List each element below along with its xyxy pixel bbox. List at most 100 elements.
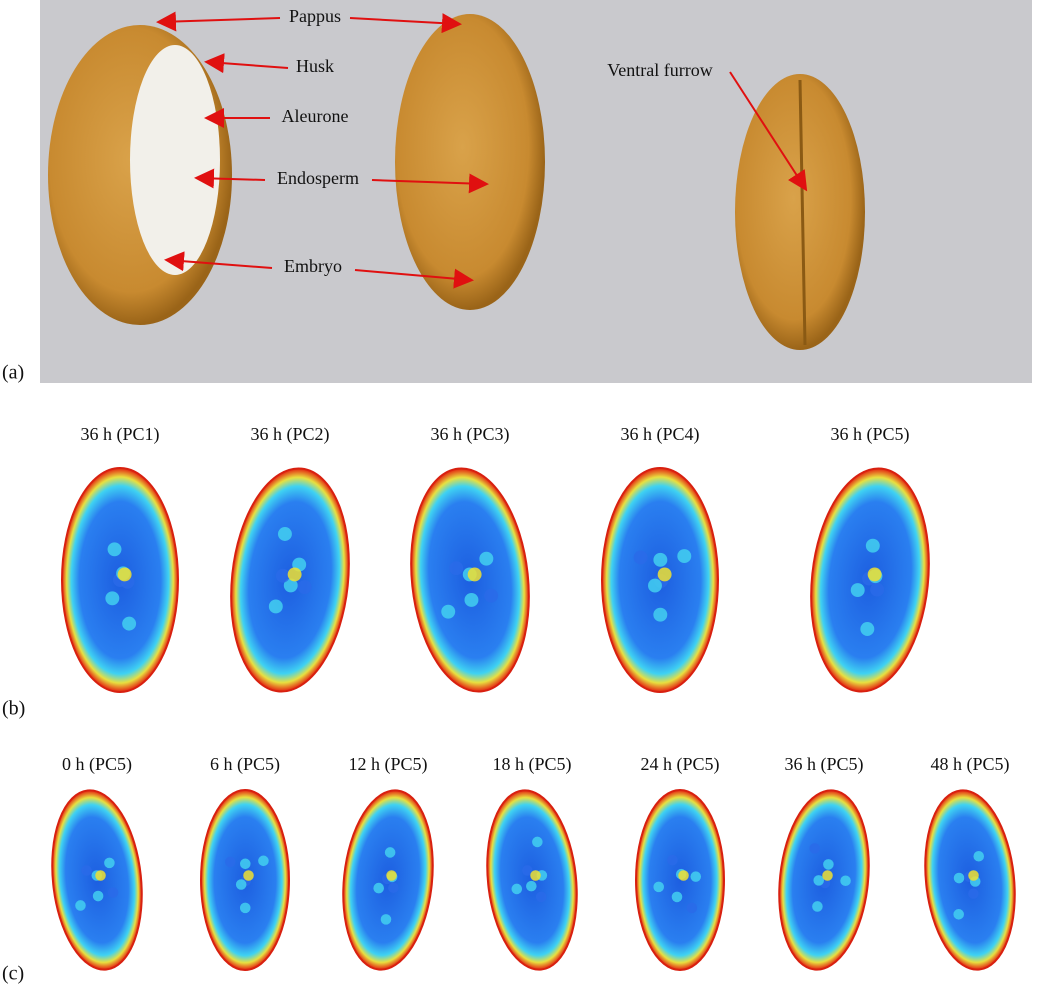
annotation-label: Aleurone xyxy=(282,106,349,126)
panel-label: (c) xyxy=(2,963,24,985)
heatmap-grain xyxy=(486,789,578,971)
heatmap-spot xyxy=(535,891,547,903)
annotation-label: Pappus xyxy=(289,6,341,26)
heatmap-spot xyxy=(870,582,885,597)
annotation-label: Endosperm xyxy=(277,168,359,188)
heatmap-spot xyxy=(653,607,668,622)
heatmap-spot xyxy=(275,568,290,583)
heatmap-spot xyxy=(671,891,683,903)
heatmap-spot xyxy=(968,888,979,899)
heatmap-spot xyxy=(484,588,499,603)
heatmap-hotspot xyxy=(968,870,979,881)
annotation-label: Husk xyxy=(296,56,334,76)
heatmap-spot xyxy=(105,591,120,606)
heatmap-spot xyxy=(532,836,543,848)
heatmap-hotspot xyxy=(386,870,397,881)
grain-dorsal xyxy=(395,14,545,310)
heatmap-spot xyxy=(464,593,479,607)
heatmap-spot xyxy=(850,583,865,598)
heatmap-title: 18 h (PC5) xyxy=(492,754,571,775)
annotation-arrow xyxy=(204,53,289,74)
heatmap-spot xyxy=(449,561,464,576)
heatmap-spot xyxy=(648,578,662,593)
heatmap-spot xyxy=(840,875,851,887)
heatmap-spot xyxy=(107,542,122,557)
heatmap-spot xyxy=(388,882,399,894)
heatmap-spot xyxy=(441,604,456,619)
heatmap-spot xyxy=(653,881,664,893)
annotation-arrow xyxy=(194,168,266,189)
heatmap-spot xyxy=(953,909,964,920)
heatmap-title: 36 h (PC3) xyxy=(430,424,509,445)
heatmap-spot xyxy=(812,901,823,912)
heatmap-spot xyxy=(667,854,678,866)
heatmap-spot xyxy=(283,578,298,593)
annotation-arrow xyxy=(729,71,808,192)
heatmap-spot xyxy=(653,552,668,567)
heatmap-spot xyxy=(239,902,251,914)
heatmap-hotspot xyxy=(678,870,689,881)
heatmap-spot xyxy=(380,914,392,925)
heatmap-spot xyxy=(953,872,965,884)
heatmap-spot xyxy=(860,622,875,636)
annotation-arrow xyxy=(354,268,474,289)
heatmap-spot xyxy=(258,855,269,867)
heatmap-title: 0 h (PC5) xyxy=(62,754,132,775)
heatmap-spot xyxy=(268,599,283,614)
heatmap-title: 36 h (PC5) xyxy=(830,424,909,445)
heatmap-spot xyxy=(81,865,92,876)
heatmap-spot xyxy=(373,882,384,894)
heatmap-hotspot xyxy=(822,870,833,881)
heatmap-spot xyxy=(813,875,825,886)
heatmap-spot xyxy=(384,847,396,858)
grain-ventral xyxy=(735,74,865,350)
heatmap-spot xyxy=(297,580,312,595)
annotation-arrow xyxy=(164,251,273,272)
heatmap-hotspot xyxy=(657,567,672,582)
heatmap-hotspot xyxy=(867,567,882,582)
heatmap-spot xyxy=(239,858,251,870)
endosperm-white xyxy=(130,45,220,275)
heatmap-hotspot xyxy=(287,567,302,582)
heatmap-title: 6 h (PC5) xyxy=(210,754,280,775)
heatmap-title: 36 h (PC1) xyxy=(80,424,159,445)
annotation-arrow xyxy=(349,13,462,34)
heatmap-spot xyxy=(686,902,698,914)
heatmap-spot xyxy=(973,851,985,862)
heatmap-hotspot xyxy=(117,567,132,582)
heatmap-spot xyxy=(92,890,104,902)
heatmap-hotspot xyxy=(530,870,541,881)
heatmap-spot xyxy=(865,538,880,553)
annotation-arrow xyxy=(371,173,489,194)
heatmap-title: 24 h (PC5) xyxy=(640,754,719,775)
heatmap-spot xyxy=(479,551,494,566)
heatmap-spot xyxy=(122,616,137,631)
heatmap-hotspot xyxy=(243,870,254,881)
heatmap-spot xyxy=(75,900,86,911)
heatmap-spot xyxy=(809,843,820,854)
heatmap-grain xyxy=(635,789,725,971)
heatmap-spot xyxy=(522,865,533,876)
heatmap-spot xyxy=(677,549,692,564)
heatmap-spot xyxy=(235,879,247,890)
heatmap-spot xyxy=(690,871,702,882)
heatmap-title: 36 h (PC4) xyxy=(620,424,699,445)
panel-label: (a) xyxy=(2,362,24,384)
heatmap-title: 48 h (PC5) xyxy=(930,754,1009,775)
heatmap-spot xyxy=(225,856,236,868)
annotation-label: Ventral furrow xyxy=(607,60,712,80)
heatmap-title: 36 h (PC2) xyxy=(250,424,329,445)
heatmap-title: 36 h (PC5) xyxy=(784,754,863,775)
heatmap-spot xyxy=(526,880,537,892)
furrow xyxy=(798,79,807,346)
annotation-arrow xyxy=(156,11,281,32)
heatmap-spot xyxy=(511,883,523,895)
heatmap-hotspot xyxy=(95,870,106,881)
heatmap-spot xyxy=(277,527,292,541)
heatmap-spot xyxy=(633,550,648,565)
heatmap-title: 12 h (PC5) xyxy=(348,754,427,775)
heatmap-spot xyxy=(107,887,119,898)
panel-label: (b) xyxy=(2,698,25,720)
annotation-label: Embryo xyxy=(284,256,342,276)
